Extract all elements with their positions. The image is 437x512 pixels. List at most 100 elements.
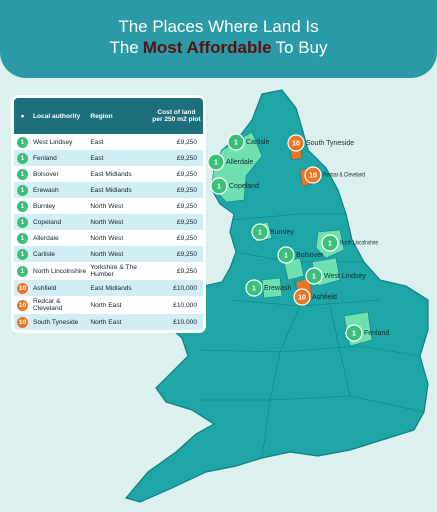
rank-cell: 1	[14, 134, 31, 150]
marker-label: Redcar & Cleveland	[323, 172, 365, 179]
table-row: 1 Allerdale North West £9,250	[14, 230, 203, 246]
marker-rank: 1	[284, 252, 288, 259]
authority-cell: Fenland	[30, 150, 89, 166]
marker-label: South Tyneside	[306, 140, 354, 147]
region-cell: East	[88, 150, 150, 166]
marker	[210, 177, 228, 195]
cost-cell: £9,250	[149, 246, 203, 262]
marker	[207, 153, 225, 171]
cost-cell: £10,000	[173, 301, 197, 309]
rank-cell: 10	[14, 296, 31, 314]
cost-cell: £10,000	[149, 314, 203, 330]
marker-label: Copeland	[229, 183, 259, 190]
marker-rank: 1	[352, 330, 356, 337]
region-cell: North West	[88, 246, 150, 262]
title-line2: The Most Affordable To Buy	[0, 37, 437, 58]
header-icon: ●	[14, 98, 31, 134]
marker-rank: 1	[258, 229, 262, 236]
marker-label: Fenland	[364, 330, 389, 337]
authority-cell: Erewash	[30, 182, 89, 198]
rank-cell: 1	[14, 246, 31, 262]
marker	[293, 288, 311, 306]
rank-badge: 1	[16, 265, 28, 277]
region-cell: North East	[88, 314, 150, 330]
rank-cell: 1	[14, 230, 31, 246]
marker-rank: 1	[234, 139, 238, 146]
rank-badge: 1	[16, 168, 28, 180]
table-row: 1 North Lincolnshire Yorkshire & The Humbe…	[14, 262, 203, 280]
header: The Places Where Land Is The Most Afforda…	[0, 0, 437, 78]
region-cell: East Midlands	[90, 170, 132, 178]
marker-rank: 1	[217, 183, 221, 190]
cost-cell: £9,250	[149, 182, 203, 198]
table-row: 1 Erewash East Midlands £9,250	[14, 182, 203, 198]
marker-label: Burnley	[270, 229, 294, 236]
rank-badge: 10	[16, 299, 28, 311]
authority-cell: North Lincolnshire	[32, 267, 87, 275]
rank-cell: 1	[14, 182, 31, 198]
marker	[227, 133, 245, 151]
marker	[345, 324, 363, 342]
authority-cell: Allerdale	[32, 234, 59, 242]
table: ● Local authority Region Cost of land pe…	[14, 98, 203, 330]
cost-cell: £10,000	[149, 280, 203, 296]
highlight-bolsover	[283, 257, 305, 281]
marker-label: Erewash	[264, 285, 291, 292]
header-cell: Local authority	[30, 98, 89, 134]
title-part: The	[109, 38, 139, 57]
authority-cell: Redcar & Cleveland	[32, 298, 63, 312]
cost-cell: £9,250	[149, 150, 203, 166]
region-cell: East Midlands	[88, 182, 150, 198]
rank-cell: 1	[14, 262, 31, 280]
authority-cell: Ashfield	[30, 280, 89, 296]
region-cell: East Midlands	[88, 280, 150, 296]
table-header: ● Local authority Region Cost of land pe…	[14, 98, 203, 134]
title-line1: The Places Where Land Is	[118, 17, 319, 36]
marker-rank: 10	[292, 140, 300, 147]
rank-badge: 1	[16, 216, 28, 228]
authority-cell: West Lindsey	[32, 138, 73, 146]
marker	[277, 246, 295, 264]
table-row: 10 South Tyneside North East £10,000	[14, 314, 203, 330]
rank-badge: 1	[16, 136, 28, 148]
authority-cell: Bolsover	[32, 170, 59, 178]
authority-cell: Copeland	[30, 214, 89, 230]
marker-label: Allerdale	[226, 159, 253, 166]
header-cell: Cost of land per 250 m2 plot	[149, 98, 203, 134]
rank-cell: 1	[14, 214, 31, 230]
rank-cell: 10	[14, 280, 31, 296]
rank-cell: 1	[14, 150, 31, 166]
rank-badge: 10	[16, 282, 28, 294]
authority-cell: Carlisle	[30, 246, 89, 262]
rank-cell: 10	[14, 314, 31, 330]
marker	[287, 134, 305, 152]
marker-label: Bolsover	[296, 252, 324, 259]
region-cell: North West	[90, 202, 124, 210]
title-part: To Buy	[275, 38, 328, 57]
region-cell: North West	[88, 214, 150, 230]
cost-cell: £9,250	[176, 170, 197, 178]
rank-badge: 1	[16, 152, 28, 164]
marker	[304, 166, 322, 184]
cost-cell: £9,250	[176, 267, 197, 275]
table-row: 1 Carlisle North West £9,250	[14, 246, 203, 262]
table-row: 1 Bolsover East Midlands £9,250	[14, 166, 203, 182]
rank-badge: 1	[16, 232, 28, 244]
authority-cell: South Tyneside	[30, 314, 89, 330]
region-cell: East	[90, 138, 104, 146]
marker	[321, 234, 339, 252]
marker-label: Carlisle	[246, 139, 269, 146]
region-cell: North East	[90, 301, 122, 309]
highlight-erewash	[261, 277, 283, 299]
cost-cell: £9,250	[176, 202, 197, 210]
region-cell: Yorkshire & The Humber	[90, 264, 137, 278]
cost-cell: £9,250	[149, 214, 203, 230]
marker-label: North Lincolnshire	[340, 240, 378, 247]
marker-rank: 10	[298, 294, 306, 301]
marker-rank: 1	[312, 273, 316, 280]
authority-cell: Burnley	[32, 202, 56, 210]
rank-badge: 1	[16, 184, 28, 196]
table-row: 10 Ashfield East Midlands £10,000	[14, 280, 203, 296]
marker-rank: 10	[309, 172, 317, 179]
